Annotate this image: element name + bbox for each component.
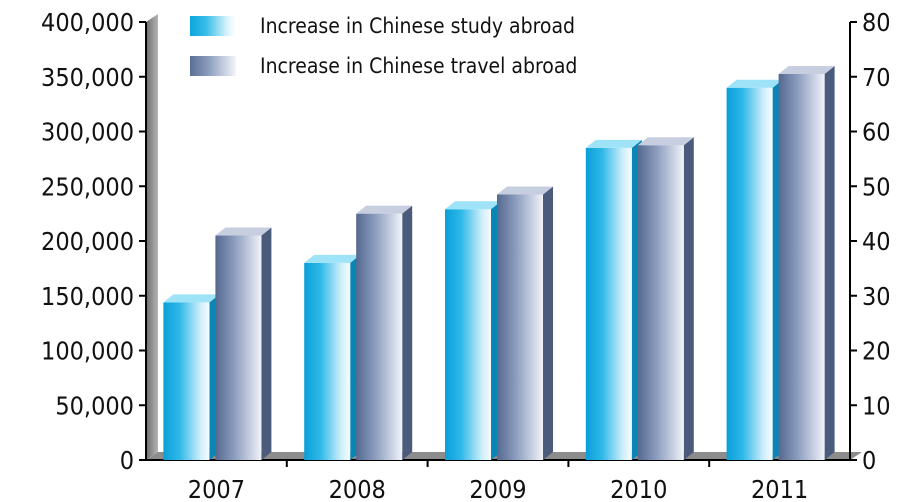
chart-wall	[146, 14, 158, 460]
bars	[163, 66, 835, 461]
y-tick-label-left: 200,000	[41, 227, 134, 256]
legend-item-travel: Increase in Chinese travel abroad	[190, 46, 630, 86]
legend-label-travel: Increase in Chinese travel abroad	[260, 54, 578, 78]
bar-face	[304, 262, 351, 460]
y-tick-label-left: 400,000	[41, 8, 134, 37]
bar-travel-2010	[637, 137, 694, 460]
bar-face	[585, 147, 632, 461]
bar-side	[543, 186, 553, 460]
legend-label-study: Increase in Chinese study abroad	[260, 14, 576, 38]
bar-travel-2007	[215, 227, 272, 460]
y-tick-label-right: 20	[862, 337, 891, 366]
bar-face	[726, 87, 773, 460]
bar-study-2010	[585, 139, 642, 461]
y-tick-label-left: 0	[120, 446, 134, 475]
bar-face	[445, 209, 491, 460]
bar-side	[261, 227, 272, 460]
y-axis-right-ticks: 0 10 20 30 40 50 60 70 80	[850, 8, 891, 475]
y-tick-label-right: 50	[862, 172, 891, 201]
bar-study-2008	[304, 254, 361, 460]
y-tick-label-right: 10	[862, 391, 891, 420]
y-tick-label-left: 300,000	[41, 118, 134, 147]
bar-travel-2009	[497, 186, 553, 460]
y-tick-label-right: 70	[862, 63, 891, 92]
bar-side	[683, 137, 694, 460]
bar-top	[778, 66, 835, 75]
x-axis-ticks: 2007 2008 2009 2010 2011	[188, 460, 808, 502]
bar-top	[163, 294, 220, 303]
legend-item-study: Increase in Chinese study abroad	[190, 6, 630, 46]
y-tick-label-left: 150,000	[41, 282, 134, 311]
bar-top	[215, 227, 272, 236]
y-axis-left-ticks: 0 50,000 100,000 150,000 200,000 250,000 300,0…	[41, 8, 146, 475]
bar-top	[585, 139, 642, 148]
bar-top	[637, 137, 694, 146]
bar-travel-2011	[778, 66, 835, 460]
bar-side	[824, 66, 835, 460]
x-tick-label: 2010	[610, 475, 667, 502]
bar-face	[163, 302, 210, 460]
bar-top	[497, 186, 553, 195]
bar-travel-2008	[356, 205, 413, 460]
bar-top	[356, 205, 413, 214]
y-tick-label-right: 30	[862, 282, 891, 311]
legend-swatch-travel	[190, 56, 236, 76]
y-tick-label-left: 350,000	[41, 63, 134, 92]
y-tick-label-right: 60	[862, 118, 891, 147]
y-tick-label-right: 0	[862, 446, 876, 475]
bar-face	[778, 74, 825, 460]
bar-top	[304, 254, 361, 263]
y-tick-label-right: 80	[862, 8, 891, 37]
bar-study-2007	[163, 294, 220, 460]
bar-side	[402, 205, 413, 460]
y-tick-label-left: 250,000	[41, 172, 134, 201]
y-tick-label-right: 40	[862, 227, 891, 256]
bar-face	[637, 145, 684, 460]
bar-face	[356, 213, 403, 460]
x-tick-label: 2007	[188, 475, 245, 502]
bar-face	[497, 194, 543, 460]
x-tick-label: 2011	[751, 475, 808, 502]
y-tick-label-left: 50,000	[55, 391, 134, 420]
y-tick-label-left: 100,000	[41, 337, 134, 366]
legend-swatch-study	[190, 16, 236, 36]
bar-top	[445, 201, 501, 210]
x-tick-label: 2008	[329, 475, 386, 502]
x-tick-label: 2009	[469, 475, 526, 502]
bar-study-2011	[726, 79, 783, 460]
bar-study-2009	[445, 201, 501, 460]
legend: Increase in Chinese study abroad Increas…	[190, 6, 630, 86]
bar-face	[215, 235, 262, 460]
bar-top	[726, 79, 783, 88]
